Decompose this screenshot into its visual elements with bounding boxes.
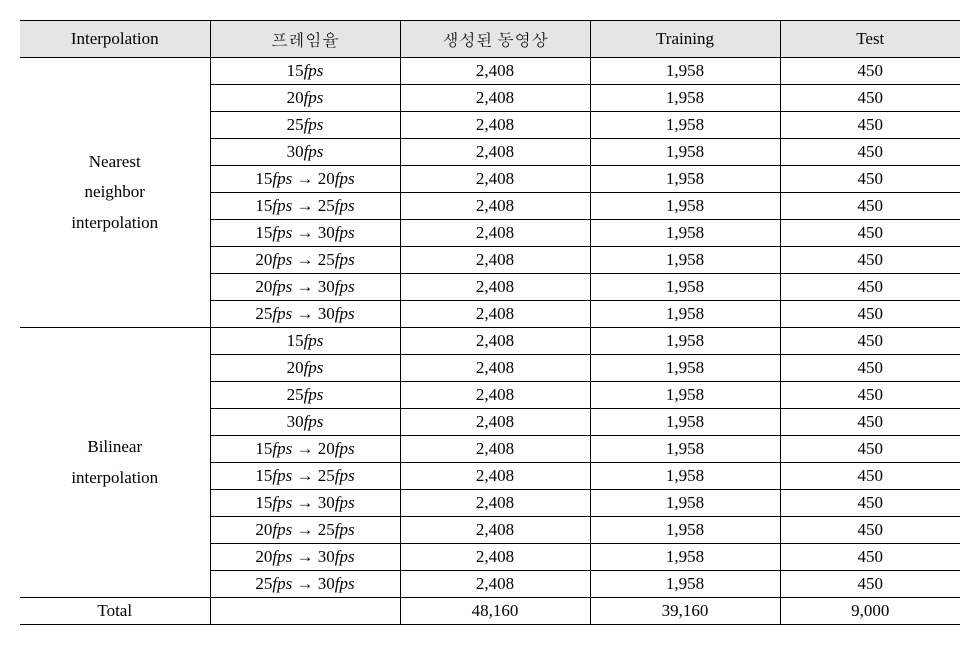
- cell-framerate: 20fps → 25fps: [210, 517, 400, 544]
- cell-test: 450: [780, 112, 960, 139]
- cell-test: 450: [780, 139, 960, 166]
- cell-framerate: 30fps: [210, 139, 400, 166]
- cell-test: 450: [780, 166, 960, 193]
- cell-test: 450: [780, 328, 960, 355]
- cell-test: 450: [780, 409, 960, 436]
- cell-generated: 2,408: [400, 85, 590, 112]
- cell-training: 1,958: [590, 112, 780, 139]
- cell-test: 450: [780, 85, 960, 112]
- cell-training: 1,958: [590, 139, 780, 166]
- cell-training: 1,958: [590, 193, 780, 220]
- cell-test: 450: [780, 571, 960, 598]
- cell-generated: 2,408: [400, 328, 590, 355]
- total-row: Total 48,16039,1609,000: [20, 598, 960, 625]
- group-label: Nearestneighborinterpolation: [20, 58, 210, 328]
- col-generated: 생성된 동영상: [400, 21, 590, 58]
- cell-test: 450: [780, 58, 960, 85]
- cell-framerate: 20fps: [210, 355, 400, 382]
- cell-framerate: 15fps → 25fps: [210, 193, 400, 220]
- cell-framerate: 25fps: [210, 382, 400, 409]
- cell-generated: 2,408: [400, 193, 590, 220]
- total-framerate: [210, 598, 400, 625]
- cell-test: 450: [780, 463, 960, 490]
- cell-training: 1,958: [590, 328, 780, 355]
- cell-training: 1,958: [590, 436, 780, 463]
- cell-training: 1,958: [590, 58, 780, 85]
- cell-framerate: 15fps: [210, 328, 400, 355]
- cell-framerate: 25fps → 30fps: [210, 571, 400, 598]
- cell-test: 450: [780, 544, 960, 571]
- cell-training: 1,958: [590, 166, 780, 193]
- cell-training: 1,958: [590, 247, 780, 274]
- cell-test: 450: [780, 274, 960, 301]
- col-training: Training: [590, 21, 780, 58]
- cell-test: 450: [780, 193, 960, 220]
- group-label: Bilinearinterpolation: [20, 328, 210, 598]
- cell-training: 1,958: [590, 274, 780, 301]
- cell-training: 1,958: [590, 382, 780, 409]
- cell-test: 450: [780, 301, 960, 328]
- col-framerate: 프레임율: [210, 21, 400, 58]
- col-test: Test: [780, 21, 960, 58]
- table-row: Bilinearinterpolation15fps2,4081,958450: [20, 328, 960, 355]
- cell-test: 450: [780, 355, 960, 382]
- cell-generated: 2,408: [400, 355, 590, 382]
- cell-training: 1,958: [590, 355, 780, 382]
- cell-generated: 2,408: [400, 220, 590, 247]
- cell-generated: 2,408: [400, 490, 590, 517]
- cell-generated: 2,408: [400, 571, 590, 598]
- cell-test: 450: [780, 436, 960, 463]
- col-interpolation: Interpolation: [20, 21, 210, 58]
- cell-generated: 2,408: [400, 463, 590, 490]
- cell-training: 1,958: [590, 571, 780, 598]
- cell-test: 450: [780, 517, 960, 544]
- cell-test: 450: [780, 220, 960, 247]
- cell-framerate: 20fps → 30fps: [210, 544, 400, 571]
- total-test: 9,000: [780, 598, 960, 625]
- cell-training: 1,958: [590, 490, 780, 517]
- cell-framerate: 20fps → 30fps: [210, 274, 400, 301]
- cell-framerate: 15fps → 20fps: [210, 436, 400, 463]
- cell-generated: 2,408: [400, 247, 590, 274]
- cell-test: 450: [780, 382, 960, 409]
- cell-generated: 2,408: [400, 274, 590, 301]
- cell-framerate: 30fps: [210, 409, 400, 436]
- cell-framerate: 25fps: [210, 112, 400, 139]
- cell-generated: 2,408: [400, 58, 590, 85]
- cell-training: 1,958: [590, 409, 780, 436]
- cell-framerate: 20fps → 25fps: [210, 247, 400, 274]
- cell-framerate: 25fps → 30fps: [210, 301, 400, 328]
- total-label: Total: [20, 598, 210, 625]
- total-generated: 48,160: [400, 598, 590, 625]
- table-header: Interpolation 프레임율 생성된 동영상 Training Test: [20, 21, 960, 58]
- cell-training: 1,958: [590, 85, 780, 112]
- table-row: Nearestneighborinterpolation15fps2,4081,…: [20, 58, 960, 85]
- cell-training: 1,958: [590, 463, 780, 490]
- interpolation-table: Interpolation 프레임율 생성된 동영상 Training Test…: [20, 20, 960, 625]
- cell-test: 450: [780, 490, 960, 517]
- cell-training: 1,958: [590, 544, 780, 571]
- total-training: 39,160: [590, 598, 780, 625]
- cell-generated: 2,408: [400, 166, 590, 193]
- cell-framerate: 15fps → 30fps: [210, 220, 400, 247]
- cell-generated: 2,408: [400, 301, 590, 328]
- cell-framerate: 15fps: [210, 58, 400, 85]
- cell-framerate: 15fps → 30fps: [210, 490, 400, 517]
- cell-generated: 2,408: [400, 544, 590, 571]
- cell-training: 1,958: [590, 301, 780, 328]
- cell-generated: 2,408: [400, 112, 590, 139]
- cell-generated: 2,408: [400, 517, 590, 544]
- cell-generated: 2,408: [400, 139, 590, 166]
- cell-generated: 2,408: [400, 382, 590, 409]
- cell-generated: 2,408: [400, 409, 590, 436]
- table-body: Nearestneighborinterpolation15fps2,4081,…: [20, 58, 960, 625]
- cell-framerate: 15fps → 25fps: [210, 463, 400, 490]
- cell-training: 1,958: [590, 220, 780, 247]
- cell-framerate: 15fps → 20fps: [210, 166, 400, 193]
- cell-generated: 2,408: [400, 436, 590, 463]
- cell-test: 450: [780, 247, 960, 274]
- cell-training: 1,958: [590, 517, 780, 544]
- cell-framerate: 20fps: [210, 85, 400, 112]
